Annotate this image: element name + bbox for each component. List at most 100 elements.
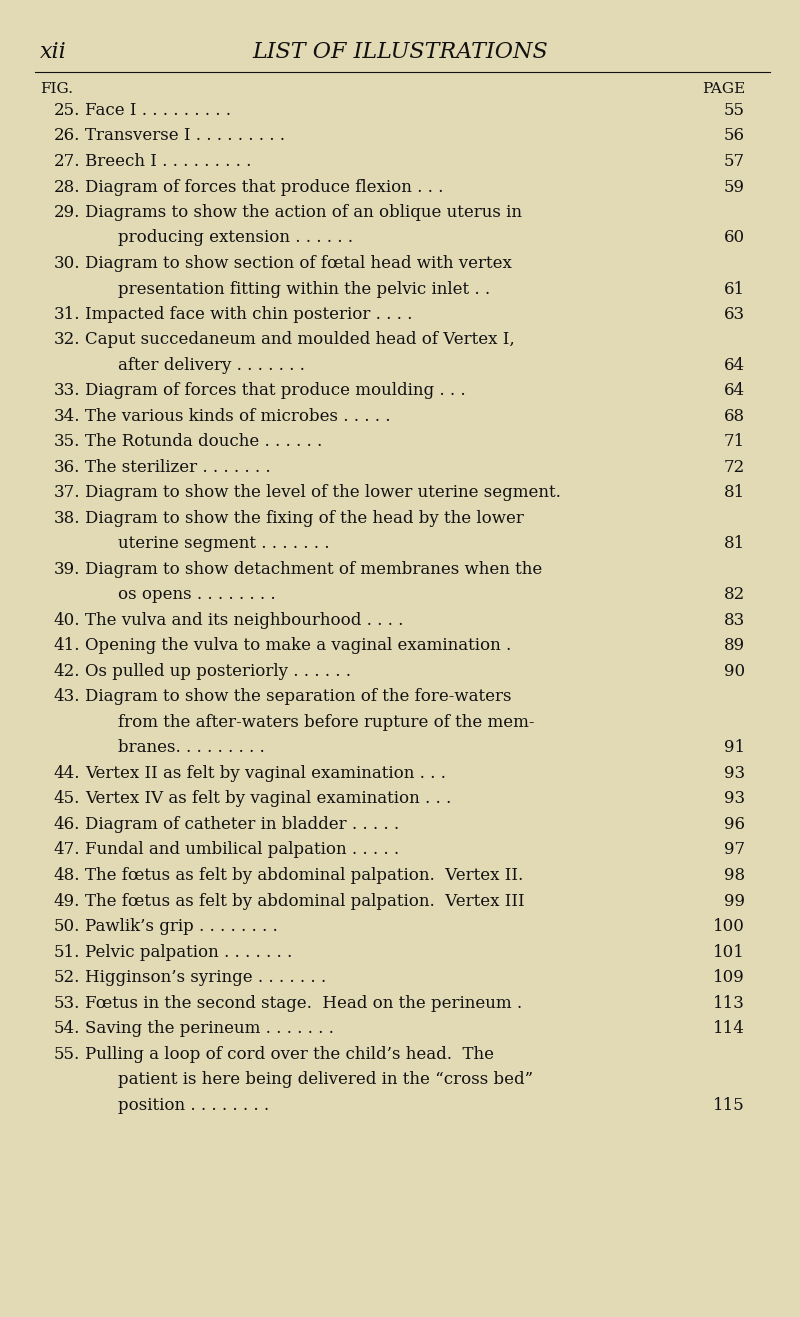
Text: The Rotunda douche . . . . . .: The Rotunda douche . . . . . . <box>85 433 322 450</box>
Text: 34.: 34. <box>54 408 80 425</box>
Text: 26.: 26. <box>54 128 80 145</box>
Text: 71: 71 <box>724 433 745 450</box>
Text: Fundal and umbilical palpation . . . . .: Fundal and umbilical palpation . . . . . <box>85 842 399 859</box>
Text: Os pulled up posteriorly . . . . . .: Os pulled up posteriorly . . . . . . <box>85 662 351 680</box>
Text: 29.: 29. <box>54 204 80 221</box>
Text: from the after-waters before rupture of the mem-: from the after-waters before rupture of … <box>118 714 534 731</box>
Text: 54.: 54. <box>54 1019 80 1036</box>
Text: 37.: 37. <box>54 485 80 502</box>
Text: 64: 64 <box>724 382 745 399</box>
Text: uterine segment . . . . . . .: uterine segment . . . . . . . <box>118 536 330 553</box>
Text: 53.: 53. <box>54 994 80 1011</box>
Text: Diagram to show detachment of membranes when the: Diagram to show detachment of membranes … <box>85 561 542 578</box>
Text: 48.: 48. <box>54 867 80 884</box>
Text: 83: 83 <box>724 612 745 630</box>
Text: 81: 81 <box>724 536 745 553</box>
Text: 63: 63 <box>724 306 745 323</box>
Text: 59: 59 <box>724 179 745 195</box>
Text: 40.: 40. <box>54 612 80 630</box>
Text: The fœtus as felt by abdominal palpation.  Vertex II.: The fœtus as felt by abdominal palpation… <box>85 867 523 884</box>
Text: 25.: 25. <box>54 101 80 119</box>
Text: 109: 109 <box>714 969 745 986</box>
Text: 57: 57 <box>724 153 745 170</box>
Text: Diagram to show the separation of the fore-waters: Diagram to show the separation of the fo… <box>85 689 511 706</box>
Text: 114: 114 <box>713 1019 745 1036</box>
Text: Diagram to show section of fœtal head with vertex: Diagram to show section of fœtal head wi… <box>85 255 512 273</box>
Text: 93: 93 <box>724 765 745 782</box>
Text: Pulling a loop of cord over the child’s head.  The: Pulling a loop of cord over the child’s … <box>85 1046 494 1063</box>
Text: 90: 90 <box>724 662 745 680</box>
Text: 38.: 38. <box>54 510 80 527</box>
Text: 51.: 51. <box>54 943 80 960</box>
Text: 42.: 42. <box>54 662 80 680</box>
Text: Pawlik’s grip . . . . . . . .: Pawlik’s grip . . . . . . . . <box>85 918 278 935</box>
Text: 72: 72 <box>724 460 745 475</box>
Text: Diagrams to show the action of an oblique uterus in: Diagrams to show the action of an obliqu… <box>85 204 522 221</box>
Text: 100: 100 <box>713 918 745 935</box>
Text: 44.: 44. <box>54 765 80 782</box>
Text: PAGE: PAGE <box>702 82 745 96</box>
Text: 68: 68 <box>724 408 745 425</box>
Text: Diagram of catheter in bladder . . . . .: Diagram of catheter in bladder . . . . . <box>85 817 399 832</box>
Text: 55: 55 <box>724 101 745 119</box>
Text: 93: 93 <box>724 790 745 807</box>
Text: The fœtus as felt by abdominal palpation.  Vertex III: The fœtus as felt by abdominal palpation… <box>85 893 525 910</box>
Text: 31.: 31. <box>54 306 80 323</box>
Text: Caput succedaneum and moulded head of Vertex I,: Caput succedaneum and moulded head of Ve… <box>85 332 514 349</box>
Text: 81: 81 <box>724 485 745 502</box>
Text: Opening the vulva to make a vaginal examination .: Opening the vulva to make a vaginal exam… <box>85 637 511 655</box>
Text: 45.: 45. <box>54 790 80 807</box>
Text: 99: 99 <box>724 893 745 910</box>
Text: Face I . . . . . . . . .: Face I . . . . . . . . . <box>85 101 231 119</box>
Text: 55.: 55. <box>54 1046 80 1063</box>
Text: The various kinds of microbes . . . . .: The various kinds of microbes . . . . . <box>85 408 390 425</box>
Text: 35.: 35. <box>54 433 80 450</box>
Text: Higginson’s syringe . . . . . . .: Higginson’s syringe . . . . . . . <box>85 969 326 986</box>
Text: 60: 60 <box>724 229 745 246</box>
Text: Diagram of forces that produce moulding . . .: Diagram of forces that produce moulding … <box>85 382 466 399</box>
Text: 82: 82 <box>724 586 745 603</box>
Text: 46.: 46. <box>54 817 80 832</box>
Text: Vertex IV as felt by vaginal examination . . .: Vertex IV as felt by vaginal examination… <box>85 790 451 807</box>
Text: Saving the perineum . . . . . . .: Saving the perineum . . . . . . . <box>85 1019 334 1036</box>
Text: Diagram of forces that produce flexion . . .: Diagram of forces that produce flexion .… <box>85 179 443 195</box>
Text: Diagram to show the fixing of the head by the lower: Diagram to show the fixing of the head b… <box>85 510 524 527</box>
Text: 91: 91 <box>724 740 745 756</box>
Text: position . . . . . . . .: position . . . . . . . . <box>118 1097 269 1113</box>
Text: Fœtus in the second stage.  Head on the perineum .: Fœtus in the second stage. Head on the p… <box>85 994 522 1011</box>
Text: The sterilizer . . . . . . .: The sterilizer . . . . . . . <box>85 460 270 475</box>
Text: producing extension . . . . . .: producing extension . . . . . . <box>118 229 353 246</box>
Text: 41.: 41. <box>54 637 80 655</box>
Text: 30.: 30. <box>54 255 80 273</box>
Text: 56: 56 <box>724 128 745 145</box>
Text: 33.: 33. <box>54 382 80 399</box>
Text: 47.: 47. <box>54 842 80 859</box>
Text: 32.: 32. <box>54 332 80 349</box>
Text: 49.: 49. <box>54 893 80 910</box>
Text: The vulva and its neighbourhood . . . .: The vulva and its neighbourhood . . . . <box>85 612 403 630</box>
Text: 115: 115 <box>714 1097 745 1113</box>
Text: 28.: 28. <box>54 179 80 195</box>
Text: xii: xii <box>40 41 66 63</box>
Text: 50.: 50. <box>54 918 80 935</box>
Text: 43.: 43. <box>54 689 80 706</box>
Text: 52.: 52. <box>54 969 80 986</box>
Text: Transverse I . . . . . . . . .: Transverse I . . . . . . . . . <box>85 128 285 145</box>
Text: Diagram to show the level of the lower uterine segment.: Diagram to show the level of the lower u… <box>85 485 561 502</box>
Text: 64: 64 <box>724 357 745 374</box>
Text: 61: 61 <box>724 281 745 298</box>
Text: 27.: 27. <box>54 153 80 170</box>
Text: Impacted face with chin posterior . . . .: Impacted face with chin posterior . . . … <box>85 306 412 323</box>
Text: LIST OF ILLUSTRATIONS: LIST OF ILLUSTRATIONS <box>252 41 548 63</box>
Text: 89: 89 <box>724 637 745 655</box>
Text: 39.: 39. <box>54 561 80 578</box>
Text: 96: 96 <box>724 817 745 832</box>
Text: 101: 101 <box>713 943 745 960</box>
Text: after delivery . . . . . . .: after delivery . . . . . . . <box>118 357 305 374</box>
Text: branes. . . . . . . . .: branes. . . . . . . . . <box>118 740 265 756</box>
Text: 98: 98 <box>724 867 745 884</box>
Text: os opens . . . . . . . .: os opens . . . . . . . . <box>118 586 276 603</box>
Text: presentation fitting within the pelvic inlet . .: presentation fitting within the pelvic i… <box>118 281 490 298</box>
Text: 97: 97 <box>724 842 745 859</box>
Text: FIG.: FIG. <box>40 82 73 96</box>
